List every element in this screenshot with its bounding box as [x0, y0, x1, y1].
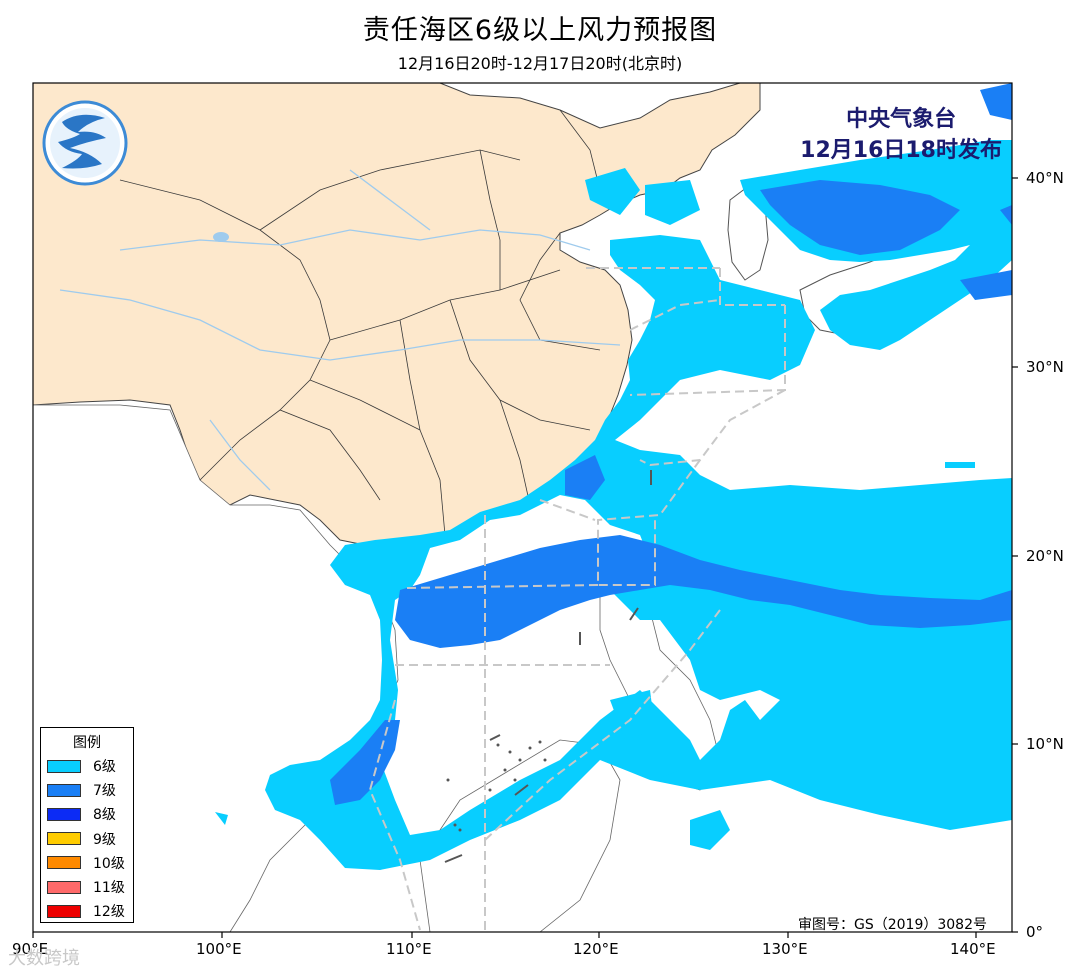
map-review-number: 审图号：GS（2019）3082号 — [798, 917, 987, 933]
lat-label-30n: 30°N — [1026, 358, 1064, 376]
legend-label: 6级 — [93, 759, 116, 776]
axis-ticks — [32, 177, 1018, 938]
map-frame — [32, 82, 1013, 933]
lat-label-40n: 40°N — [1026, 169, 1064, 187]
legend-swatch — [47, 832, 81, 846]
legend-swatch — [47, 904, 81, 918]
lon-label-100e: 100°E — [196, 940, 242, 958]
wind-level-7-areas — [330, 83, 1012, 805]
lake-qinghai — [213, 232, 229, 242]
issue-time: 12月16日18时发布 — [800, 138, 1002, 163]
legend-label: 11级 — [93, 880, 125, 897]
legend-item: 8级 — [41, 802, 133, 826]
lat-label-10n: 10°N — [1026, 735, 1064, 753]
lon-label-120e: 120°E — [573, 940, 619, 958]
legend-label: 7级 — [93, 783, 116, 800]
legend-label: 9级 — [93, 831, 116, 848]
lon-label-130e: 130°E — [762, 940, 808, 958]
map-subtitle: 12月16日20时-12月17日20时(北京时) — [397, 54, 683, 73]
lon-label-90e: 90°E — [12, 940, 49, 958]
legend-box: 图例 6级 7级 8级 9级 10级 11级 12级 — [40, 727, 134, 923]
legend-swatch — [47, 759, 81, 773]
legend-item: 6级 — [41, 754, 133, 778]
legend-swatch — [47, 856, 81, 870]
issuer-info: 中央气象台 12月16日18时发布 — [800, 104, 1002, 166]
legend-label: 12级 — [93, 904, 125, 921]
watermark: 大数跨境 — [8, 948, 80, 969]
province-borders — [119, 109, 616, 536]
legend-item: 7级 — [41, 778, 133, 802]
legend-title: 图例 — [73, 735, 101, 751]
legend-swatch — [47, 783, 81, 797]
responsibility-zone-lines — [368, 267, 786, 931]
lon-label-110e: 110°E — [386, 940, 432, 958]
island-dots — [446, 740, 547, 832]
lat-label-20n: 20°N — [1026, 547, 1064, 565]
legend-item: 12级 — [41, 899, 133, 923]
legend-label: 8级 — [93, 807, 116, 824]
issuer-name: 中央气象台 — [846, 107, 957, 132]
legend-swatch — [47, 880, 81, 894]
legend-swatch — [47, 807, 81, 821]
rivers — [59, 169, 621, 491]
legend-item: 11级 — [41, 875, 133, 899]
legend-item: 9级 — [41, 827, 133, 851]
legend-item: 10级 — [41, 851, 133, 875]
map-title: 责任海区6级以上风力预报图 — [362, 15, 718, 46]
cma-logo — [42, 100, 128, 186]
legend-label: 10级 — [93, 855, 125, 872]
lon-label-140e: 140°E — [950, 940, 996, 958]
island-dash-marks — [444, 470, 652, 863]
legend-items: 6级 7级 8级 9级 10级 11级 12级 — [41, 754, 133, 923]
lat-label-0: 0° — [1026, 923, 1044, 941]
